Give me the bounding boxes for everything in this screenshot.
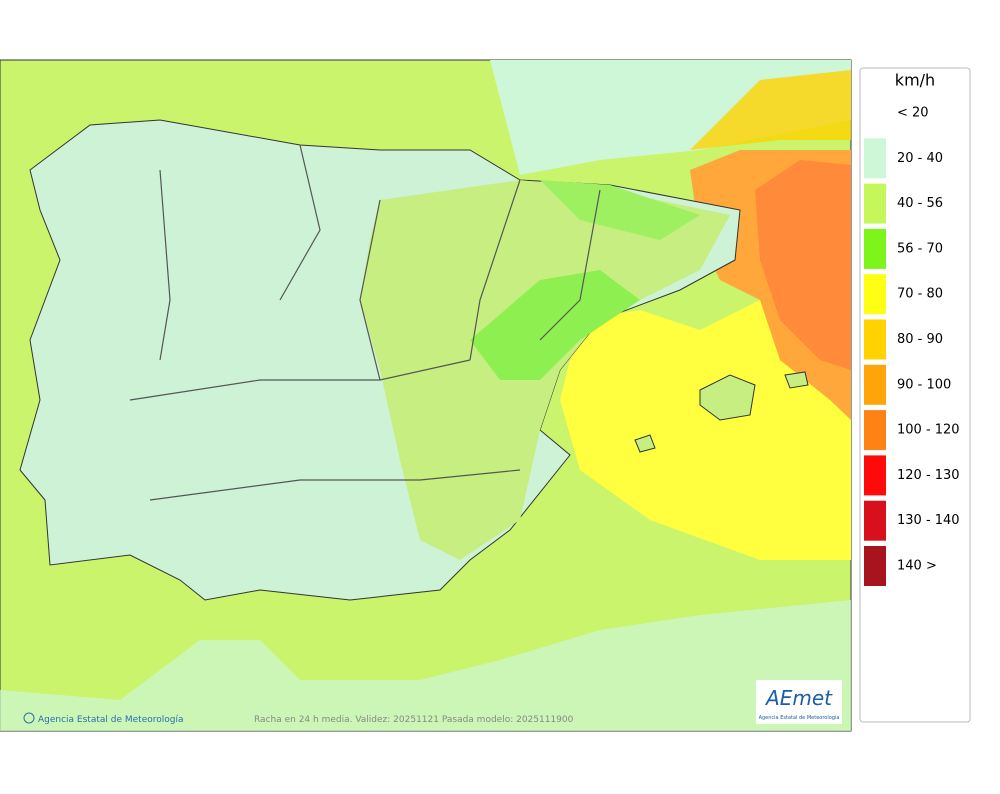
legend-label: 80 - 90 (897, 332, 943, 347)
legend-label: 20 - 40 (897, 151, 943, 166)
legend-swatch (864, 364, 886, 405)
ibiza (634, 434, 656, 453)
legend-swatch (864, 228, 886, 269)
legend-label: 130 - 140 (897, 513, 960, 528)
credit-icon (23, 712, 35, 724)
legend-label: < 20 (897, 106, 929, 121)
legend-label: 140 > (897, 559, 937, 574)
legend-label: 100 - 120 (897, 423, 960, 438)
legend-swatch (864, 455, 886, 496)
legend-swatch (864, 546, 886, 586)
legend-swatch (864, 183, 886, 224)
legend-swatch (864, 410, 886, 451)
credit: Agencia Estatal de Meteorología (38, 715, 184, 725)
logo-name: AEmet (764, 686, 833, 710)
logo-subtitle: Agencia Estatal de Meteorología (759, 714, 840, 721)
legend-swatch (864, 319, 886, 360)
legend-label: 40 - 56 (897, 196, 943, 211)
legend-label: 56 - 70 (897, 241, 943, 256)
logo-box (756, 680, 842, 724)
sea-orange-core (755, 160, 851, 370)
sea-yellow (560, 300, 851, 560)
legend-swatch (864, 274, 886, 315)
africa (0, 600, 851, 731)
legend (859, 67, 971, 723)
pyrenees (540, 180, 700, 240)
map (0, 59, 852, 732)
legend-label: 90 - 100 (897, 377, 951, 392)
borders (129, 144, 601, 501)
legend-swatch (864, 500, 886, 541)
legend-unit: km/h (895, 71, 935, 90)
caption: Racha en 24 h media. Validez: 20251121 P… (254, 715, 574, 725)
sea-band (690, 70, 851, 150)
legend-label: 120 - 130 (897, 468, 960, 483)
menorca (784, 371, 809, 389)
legend-label: 70 - 80 (897, 287, 943, 302)
mallorca (699, 374, 756, 421)
legend-swatch (864, 138, 886, 179)
